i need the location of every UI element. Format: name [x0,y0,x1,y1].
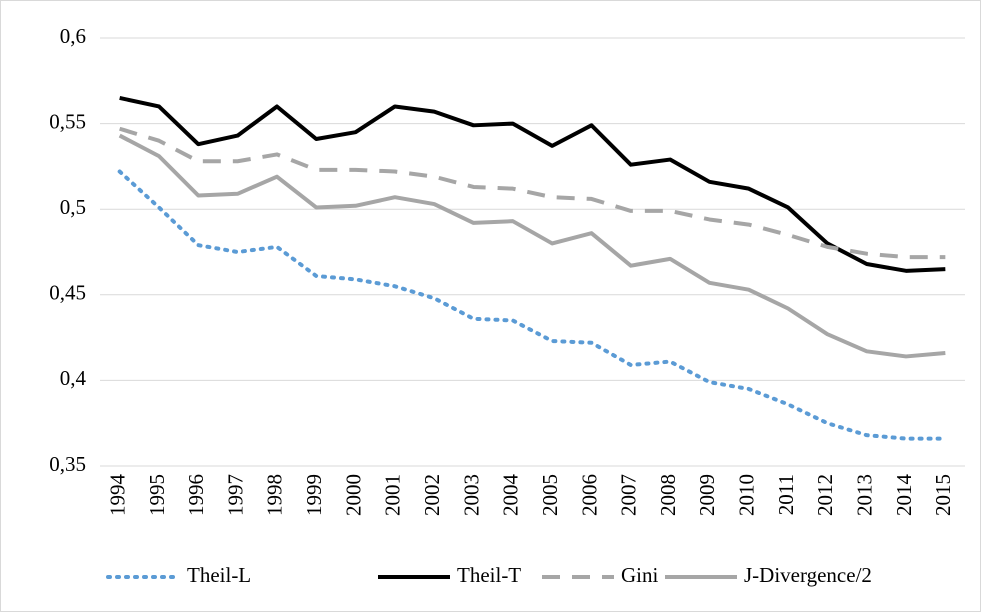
legend-label: Gini [621,563,659,587]
legend-label: Theil-L [187,563,251,587]
x-tick-label: 2008 [656,474,680,516]
x-tick-label: 2004 [499,474,523,517]
x-tick-label: 2006 [577,474,601,516]
x-tick-label: 2010 [735,474,759,516]
x-tick-label: 2002 [420,474,444,516]
y-tick-label: 0,4 [60,366,87,390]
series-line [119,95,946,273]
x-tick-label: 1998 [263,474,287,516]
x-tick-label: 2005 [538,474,562,516]
legend-label: J-Divergence/2 [744,563,872,587]
series-line [119,126,946,260]
x-tick-label: 2012 [813,474,837,516]
x-tick-label: 1999 [302,474,326,516]
series-line [117,169,948,441]
x-tick-label: 2007 [617,474,641,516]
x-tick-label: 2013 [853,474,877,516]
y-tick-label: 0,45 [49,281,86,305]
y-tick-label: 0,55 [49,109,86,133]
x-tick-label: 1994 [105,474,129,517]
x-tick-label: 2014 [892,474,916,517]
x-tick-label: 2003 [459,474,483,516]
y-tick-label: 0,35 [49,452,86,476]
x-tick-label: 2011 [774,474,798,515]
legend-label: Theil-T [457,563,521,587]
x-tick-label: 2000 [341,474,365,516]
y-tick-label: 0,6 [60,24,86,48]
x-tick-label: 2001 [381,474,405,516]
x-tick-label: 2009 [695,474,719,516]
x-tick-label: 1995 [145,474,169,516]
x-tick-label: 1997 [223,474,247,516]
series-line [118,133,946,359]
x-tick-label: 1996 [184,474,208,516]
y-tick-label: 0,5 [60,195,86,219]
x-tick-label: 2015 [931,474,955,516]
